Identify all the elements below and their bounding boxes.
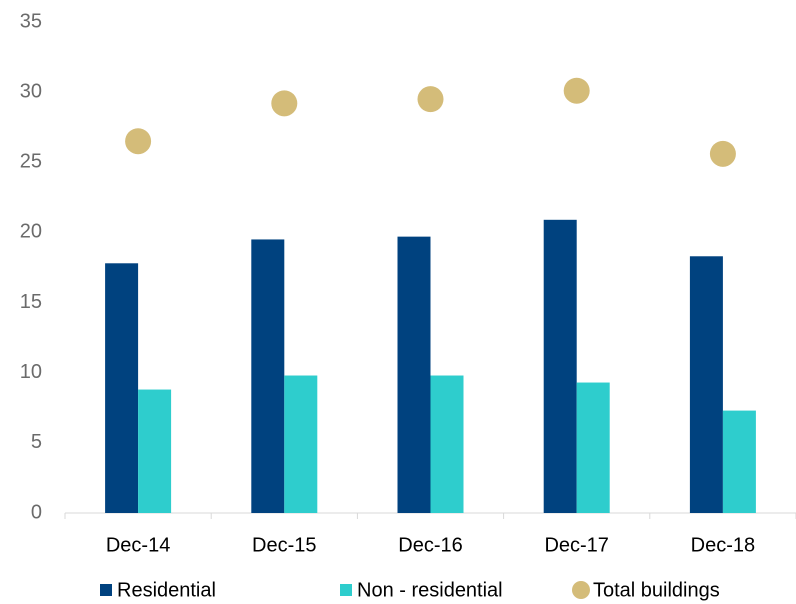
bar <box>689 256 723 513</box>
bar <box>543 219 577 513</box>
x-tick-label: Dec-15 <box>252 534 316 556</box>
x-tick-label: Dec-14 <box>106 534 170 556</box>
legend-label: Total buildings <box>593 579 720 601</box>
dot <box>563 77 590 104</box>
bar <box>430 375 464 513</box>
bar <box>397 236 431 513</box>
bar <box>251 239 285 513</box>
y-tick-label: 20 <box>20 221 42 243</box>
dot <box>417 86 444 113</box>
y-tick-label: 0 <box>31 501 42 523</box>
bar <box>138 389 172 513</box>
dot <box>271 90 298 117</box>
y-tick-label: 35 <box>20 10 42 32</box>
x-tick-label: Dec-18 <box>691 534 755 556</box>
y-tick-label: 30 <box>20 80 42 102</box>
bar <box>576 382 610 513</box>
y-tick-label: 5 <box>31 431 42 453</box>
bar <box>722 410 756 513</box>
legend-label: Non - residential <box>357 579 503 601</box>
y-tick-label: 15 <box>20 291 42 313</box>
dot <box>125 128 152 155</box>
y-tick-label: 10 <box>20 361 42 383</box>
bar <box>284 375 318 513</box>
dot <box>709 140 736 167</box>
x-tick-label: Dec-17 <box>544 534 608 556</box>
y-tick-label: 25 <box>20 151 42 173</box>
x-tick-label: Dec-16 <box>398 534 462 556</box>
legend-swatch <box>100 584 112 596</box>
legend-label: Residential <box>117 579 216 601</box>
legend-swatch <box>340 584 352 596</box>
bar <box>105 263 139 513</box>
legend-swatch <box>572 581 590 599</box>
